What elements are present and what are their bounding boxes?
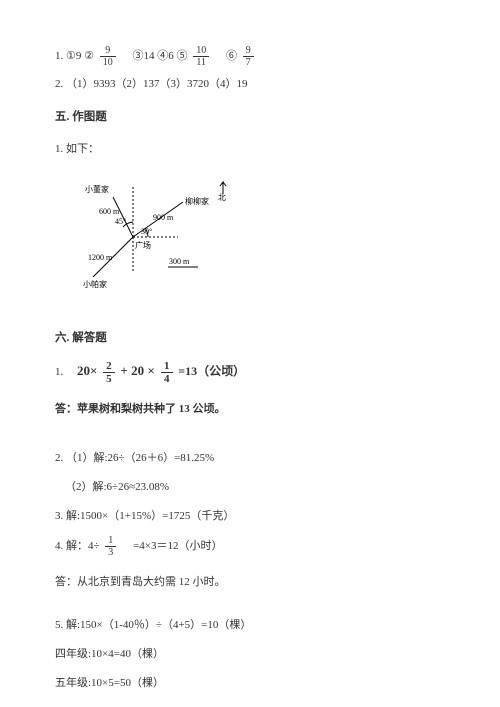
s6-4-prefix: 4. 解：4÷ <box>55 540 100 552</box>
label-45: 45° <box>115 217 126 226</box>
s6-1-prefix: 1. <box>55 366 74 378</box>
direction-diagram: 小董家 柳柳家 北 600 m 900 m 45° 30° 广场 1200 m … <box>63 172 243 302</box>
s6-5b: 五年级:10×5=50（棵） <box>55 673 445 694</box>
section5-header: 五. 作图题 <box>55 107 445 129</box>
q1-mid2: ⑥ <box>215 50 237 62</box>
frac-9-10: 9 10 <box>100 45 116 68</box>
label-600: 600 m <box>99 207 120 216</box>
q1-mid1: ③14 ④6 ⑤ <box>121 50 187 62</box>
label-1200: 1200 m <box>88 253 113 262</box>
s6-3: 3. 解:1500×（1+15%）=1725（千克） <box>55 506 445 527</box>
s6-4-suffix: =4×3＝12（小时） <box>122 540 222 552</box>
s6-1-ans: 答：苹果树和梨树共种了 13 公顷。 <box>55 399 445 420</box>
s6-1-c: =13（公顷） <box>178 364 245 378</box>
label-bottom: 小帕家 <box>83 279 107 289</box>
s6-2-1: 2. （1）解:26÷（26＋6）=81.25% <box>55 448 445 469</box>
s5-1: 1. 如下： <box>55 139 445 160</box>
q1-prefix: 1. ①9 ② <box>55 50 94 62</box>
label-center: 广场 <box>135 240 151 250</box>
s6-1-a: 20× <box>77 363 97 378</box>
q2-line: 2. （1）9393（2）137（3）3720（4）19 <box>55 74 445 95</box>
frac-10-11: 10 11 <box>193 45 209 68</box>
frac-1-3: 1 3 <box>105 535 116 558</box>
label-30: 30° <box>141 227 152 236</box>
s6-5: 5. 解:150×（1-40％）÷（4+5）=10（棵） <box>55 615 445 636</box>
frac-9-7: 9 7 <box>243 45 254 68</box>
q1-line: 1. ①9 ② 9 10 ③14 ④6 ⑤ 10 11 ⑥ 9 7 <box>55 45 445 68</box>
s6-1-b: + 20 × <box>120 363 158 378</box>
label-north: 北 <box>218 193 226 202</box>
label-top-left: 小董家 <box>85 184 109 194</box>
s6-1-line: 1. 20× 2 5 + 20 × 1 4 =13（公顷） <box>55 359 445 385</box>
label-scale: 300 m <box>169 257 190 266</box>
s6-5a: 四年级:10×4=40（棵） <box>55 644 445 665</box>
label-900: 900 m <box>153 213 174 222</box>
frac-1-4: 1 4 <box>161 360 173 385</box>
section6-header: 六. 解答题 <box>55 328 445 350</box>
s6-2-2: （2）解:6÷26≈23.08% <box>65 477 445 498</box>
s6-4-ans: 答：从北京到青岛大约需 12 小时。 <box>55 572 445 593</box>
frac-2-5: 2 5 <box>103 360 115 385</box>
s6-4-line: 4. 解：4÷ 1 3 =4×3＝12（小时） <box>55 535 445 558</box>
label-right: 柳柳家 <box>185 196 209 206</box>
diagram-container: 小董家 柳柳家 北 600 m 900 m 45° 30° 广场 1200 m … <box>63 172 445 310</box>
